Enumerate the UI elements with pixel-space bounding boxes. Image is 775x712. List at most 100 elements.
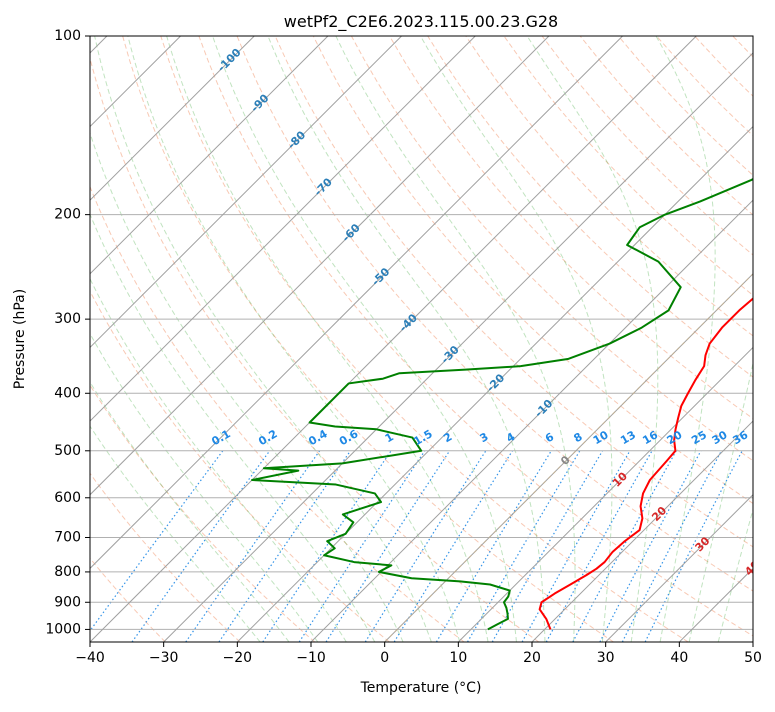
mixing-ratio-label: 0.6 — [337, 427, 361, 448]
x-tick-label: 40 — [670, 650, 688, 666]
dry-adiabat-line — [90, 384, 316, 642]
x-axis-label: Temperature (°C) — [360, 680, 482, 696]
y-tick-label: 100 — [54, 28, 81, 44]
isotherm-gridline — [752, 641, 753, 642]
x-tick-label: 0 — [380, 650, 389, 666]
x-tick-label: 30 — [597, 650, 615, 666]
isotherm-label: -30 — [439, 343, 462, 366]
isotherm-label: 40 — [742, 558, 762, 578]
mixing-ratio-label: 20 — [665, 428, 685, 447]
moist-adiabat-line — [717, 507, 753, 642]
y-tick-label: 900 — [54, 594, 81, 610]
x-tick-label: 20 — [523, 650, 541, 666]
x-tick-label: −30 — [149, 650, 179, 666]
dry-adiabat-line — [90, 185, 465, 642]
isotherm-gridline — [90, 36, 623, 570]
moist-adiabat-line — [335, 36, 576, 642]
isotherm-label: -20 — [484, 371, 507, 394]
moist-adiabat-line — [526, 36, 659, 642]
isotherm-gridline — [90, 36, 550, 496]
mixing-ratio-line — [325, 450, 451, 642]
moist-adiabat-line — [90, 381, 290, 642]
y-tick-label: 600 — [54, 490, 81, 506]
mixing-ratio-line — [599, 450, 702, 642]
dry-adiabat-line — [732, 36, 753, 58]
mixing-ratio-line — [185, 450, 321, 642]
dry-adiabat-line — [90, 56, 540, 642]
isotherm-gridline — [457, 346, 753, 642]
dry-adiabat-line — [198, 36, 753, 637]
x-tick-label: −10 — [296, 650, 326, 666]
isotherm-label: -100 — [215, 46, 244, 75]
y-tick-label: 500 — [54, 443, 81, 459]
isotherm-label: 20 — [649, 504, 669, 524]
dry-adiabat-line — [503, 36, 753, 296]
x-tick-label: 50 — [744, 650, 762, 666]
y-tick-label: 300 — [54, 311, 81, 327]
dry-adiabat-line — [771, 36, 775, 642]
moist-adiabat-line — [267, 36, 546, 642]
mixing-ratio-label: 36 — [731, 428, 751, 447]
mixing-ratio-line — [218, 450, 351, 642]
mixing-ratio-line — [298, 450, 426, 642]
x-tick-label: 10 — [449, 650, 467, 666]
mixing-ratio-label: 2 — [441, 430, 454, 445]
moist-adiabat-line — [655, 36, 716, 642]
dewpoint-profile-line — [251, 177, 753, 631]
isotherm-gridline — [90, 36, 329, 275]
dry-adiabat-line — [541, 36, 753, 256]
mixing-ratio-label: 10 — [591, 428, 611, 447]
moist-adiabat-line — [90, 332, 319, 642]
isotherm-gridline — [90, 36, 402, 349]
mixing-ratio-label: 13 — [618, 428, 638, 447]
moist-adiabat-line — [90, 425, 261, 642]
moist-adiabat-line — [212, 36, 517, 642]
mixing-ratio-line — [644, 450, 743, 642]
moist-adiabat-line — [166, 36, 489, 642]
mixing-ratio-label: 0.2 — [256, 427, 279, 448]
moist-adiabat-line — [94, 36, 432, 642]
dry-adiabat-line — [90, 557, 166, 642]
mixing-ratio-label: 0.4 — [306, 427, 330, 448]
isotherm-gridline — [310, 199, 753, 642]
mixing-ratio-label: 30 — [710, 428, 730, 447]
mixing-ratio-label: 6 — [543, 430, 556, 445]
isotherm-gridline — [605, 494, 753, 642]
isotherm-gridline — [90, 36, 255, 201]
isotherm-label: -70 — [312, 175, 335, 198]
dry-adiabat-line — [656, 36, 753, 137]
dry-adiabat-line — [350, 36, 753, 462]
y-tick-label: 400 — [54, 385, 81, 401]
dry-adiabat-line — [236, 36, 753, 592]
dry-adiabat-line — [90, 472, 241, 642]
isotherm-label: -50 — [369, 265, 392, 288]
dry-adiabat-line — [694, 36, 753, 97]
dry-adiabat-line — [90, 290, 390, 642]
moist-adiabat-line — [90, 213, 376, 642]
dry-adiabat-line — [274, 36, 753, 548]
isotherm-gridline — [384, 273, 753, 642]
isotherm-gridline — [90, 36, 476, 422]
moist-adiabat-line — [90, 131, 404, 642]
dry-adiabat-line — [122, 36, 614, 642]
mixing-ratio-label: 8 — [572, 430, 585, 445]
zero-isotherm-line — [384, 273, 753, 642]
isotherm-gridline — [531, 420, 753, 642]
moist-adiabat-line — [90, 277, 347, 642]
x-tick-label: −40 — [75, 650, 105, 666]
mixing-ratio-line — [131, 450, 271, 642]
mixing-ratio-line — [364, 450, 487, 642]
mixing-ratio-line — [545, 450, 653, 642]
mixing-ratio-line — [90, 450, 224, 632]
mixing-ratio-line — [572, 450, 677, 642]
moist-adiabat-line — [127, 36, 461, 642]
y-tick-label: 700 — [54, 530, 81, 546]
dry-adiabat-line — [427, 36, 753, 378]
temperature-profile-line — [538, 297, 753, 630]
dry-adiabat-line — [389, 36, 753, 420]
moist-adiabat-line — [420, 36, 613, 642]
dry-adiabat-line — [160, 36, 689, 642]
isotherm-gridline — [90, 36, 697, 642]
